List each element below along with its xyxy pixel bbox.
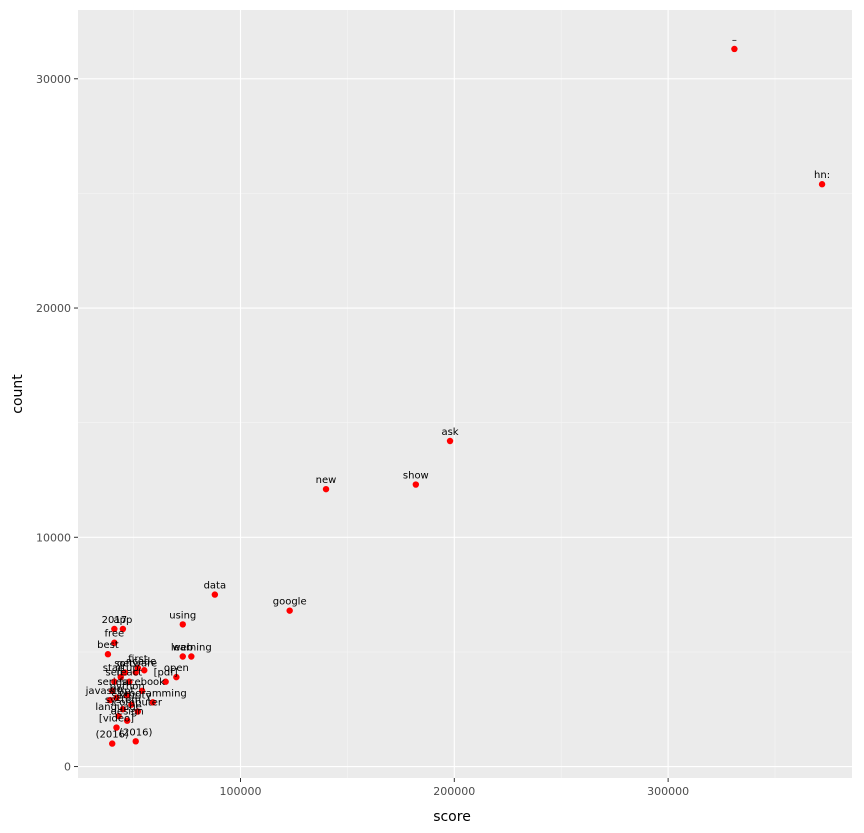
point-label: go: [110, 684, 122, 695]
data-point: [731, 45, 738, 53]
data-point: [128, 701, 135, 708]
data-point: [115, 712, 122, 720]
plot-panel: [78, 10, 852, 778]
y-axis-ticks: 0 10000 20000 30000: [36, 73, 78, 774]
data-point: [412, 481, 420, 488]
data-point: [117, 673, 124, 681]
data-point: [109, 740, 116, 747]
x-axis-title: score: [433, 809, 471, 825]
point-label: hn:: [814, 170, 830, 181]
point-label: ask: [441, 427, 458, 438]
data-point: [111, 678, 118, 685]
x-tick-label: 300000: [647, 785, 689, 798]
data-point: [104, 651, 112, 658]
point-label: python: [110, 681, 145, 692]
point-labels: – hn: ask new show data google using learningweb…: [85, 35, 830, 741]
data-point: [111, 639, 118, 646]
data-point: [322, 485, 330, 493]
data-point: [286, 607, 293, 614]
point-label: code: [132, 656, 156, 667]
y-tick-label: 0: [64, 761, 71, 774]
data-point: [111, 625, 118, 633]
point-label: programming: [119, 688, 187, 699]
data-point: [446, 437, 454, 445]
y-axis-title: count: [10, 374, 26, 414]
point-label: app: [113, 615, 132, 626]
point-label: using: [169, 610, 196, 621]
data-point: [126, 678, 133, 685]
data-point: [132, 669, 139, 676]
point-label: language: [95, 702, 142, 713]
data-point: [149, 699, 157, 706]
y-tick-label: 20000: [36, 302, 71, 315]
data-point: [123, 717, 131, 724]
data-point: [113, 694, 120, 701]
point-label: learning: [171, 642, 212, 653]
point-label: show: [403, 471, 429, 482]
point-label: web: [172, 642, 193, 653]
point-label: get: [117, 659, 134, 670]
point-label: data: [204, 581, 227, 592]
data-point: [134, 708, 142, 715]
data-point: [173, 673, 180, 681]
point-label: google: [273, 597, 307, 608]
point-label: –: [732, 35, 737, 46]
y-tick-label: 30000: [36, 73, 71, 86]
point-label: facebook: [119, 677, 165, 688]
x-tick-label: 200000: [433, 785, 475, 798]
point-label: series: [97, 677, 127, 688]
data-point: [113, 724, 120, 731]
data-point: [119, 706, 127, 713]
data-point: [109, 687, 116, 695]
data-point: [123, 692, 131, 699]
point-label: security: [111, 691, 151, 702]
point-label: new: [316, 475, 337, 486]
point-label: [pdf]: [154, 668, 178, 679]
data-point: [179, 653, 186, 660]
point-label: computer: [114, 698, 163, 709]
data-point: [211, 591, 219, 598]
point-label: self: [106, 668, 124, 679]
data-point: [138, 687, 146, 695]
data-point: [162, 678, 169, 685]
data-points: [104, 45, 826, 747]
data-point: [188, 653, 195, 660]
point-label: (2016): [96, 730, 129, 741]
major-gridlines: [78, 10, 852, 778]
point-label: 2017: [102, 615, 127, 626]
data-point: [119, 625, 127, 633]
point-label: software: [114, 659, 157, 670]
data-point: [106, 696, 114, 704]
point-label: first: [128, 654, 148, 665]
point-label: javascript: [85, 686, 135, 697]
point-label: (2016): [119, 727, 152, 738]
data-point: [141, 667, 148, 674]
data-point: [132, 738, 139, 745]
data-point: [121, 669, 129, 676]
x-axis-ticks: 100000 200000 300000: [219, 778, 689, 798]
point-label: system: [105, 695, 141, 706]
point-label: best: [97, 640, 119, 651]
y-tick-label: 10000: [36, 531, 71, 544]
point-label: startup: [103, 663, 139, 674]
point-label: [video]: [99, 714, 134, 725]
data-point: [818, 181, 826, 188]
point-label: open: [164, 663, 189, 674]
x-tick-label: 100000: [219, 785, 261, 798]
minor-gridlines: [78, 10, 852, 778]
point-label: react: [117, 668, 143, 679]
point-label: free: [104, 629, 124, 640]
data-point: [179, 621, 186, 628]
point-label: design: [111, 707, 144, 718]
